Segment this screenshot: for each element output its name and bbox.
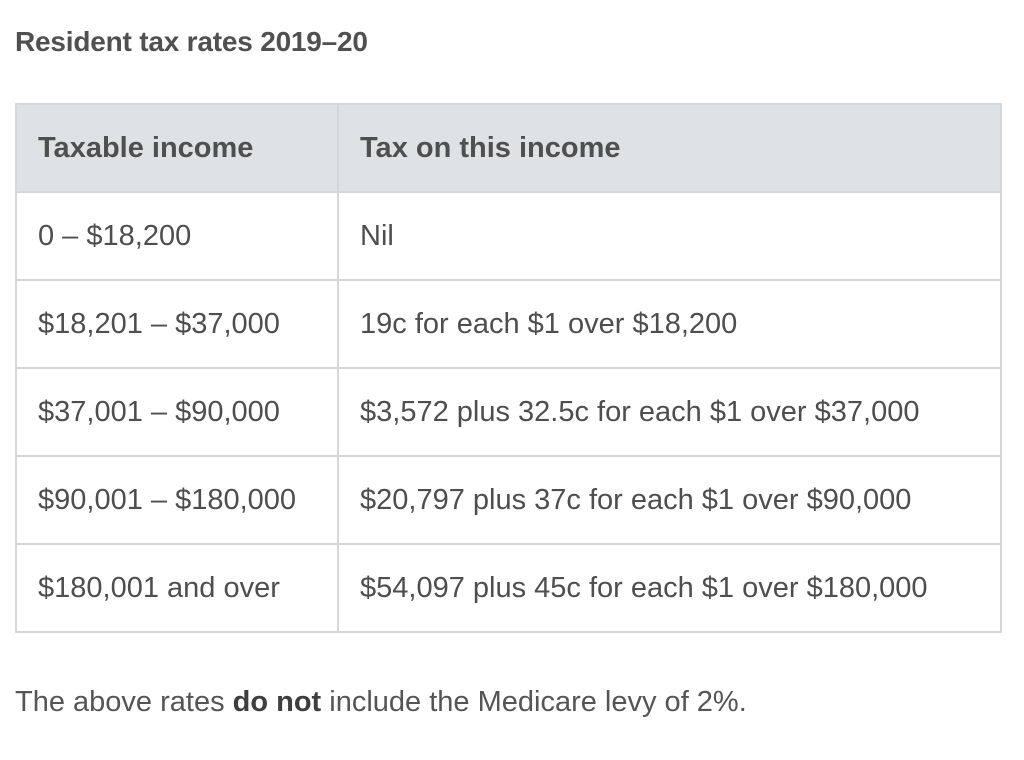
table-row: $90,001 – $180,000 $20,797 plus 37c for … xyxy=(15,455,1002,545)
medicare-levy-note: The above rates do not include the Medic… xyxy=(15,686,747,719)
tax-rates-table: Taxable income Tax on this income 0 – $1… xyxy=(15,103,1002,633)
note-text-start: The above rates xyxy=(15,686,233,718)
page-title: Resident tax rates 2019–20 xyxy=(15,26,368,57)
tax-on-income-cell: $3,572 plus 32.5c for each $1 over $37,0… xyxy=(337,367,1002,457)
taxable-income-cell: $180,001 and over xyxy=(15,543,339,633)
note-emphasis: do not xyxy=(232,686,322,718)
tax-on-income-cell: $20,797 plus 37c for each $1 over $90,00… xyxy=(337,455,1002,545)
table-header-row: Taxable income Tax on this income xyxy=(15,103,1002,193)
taxable-income-cell: $90,001 – $180,000 xyxy=(15,455,339,545)
note-text-end: include the Medicare levy of 2%. xyxy=(321,686,747,718)
taxable-income-cell: 0 – $18,200 xyxy=(15,191,339,281)
tax-on-income-cell: $54,097 plus 45c for each $1 over $180,0… xyxy=(337,543,1002,633)
table-row: $180,001 and over $54,097 plus 45c for e… xyxy=(15,543,1002,633)
column-header-taxable-income: Taxable income xyxy=(15,103,339,193)
taxable-income-cell: $18,201 – $37,000 xyxy=(15,279,339,369)
tax-on-income-cell: Nil xyxy=(337,191,1002,281)
table-row: 0 – $18,200 Nil xyxy=(15,191,1002,281)
tax-on-income-cell: 19c for each $1 over $18,200 xyxy=(337,279,1002,369)
taxable-income-cell: $37,001 – $90,000 xyxy=(15,367,339,457)
column-header-tax-on-income: Tax on this income xyxy=(337,103,1002,193)
table-row: $37,001 – $90,000 $3,572 plus 32.5c for … xyxy=(15,367,1002,457)
table-row: $18,201 – $37,000 19c for each $1 over $… xyxy=(15,279,1002,369)
